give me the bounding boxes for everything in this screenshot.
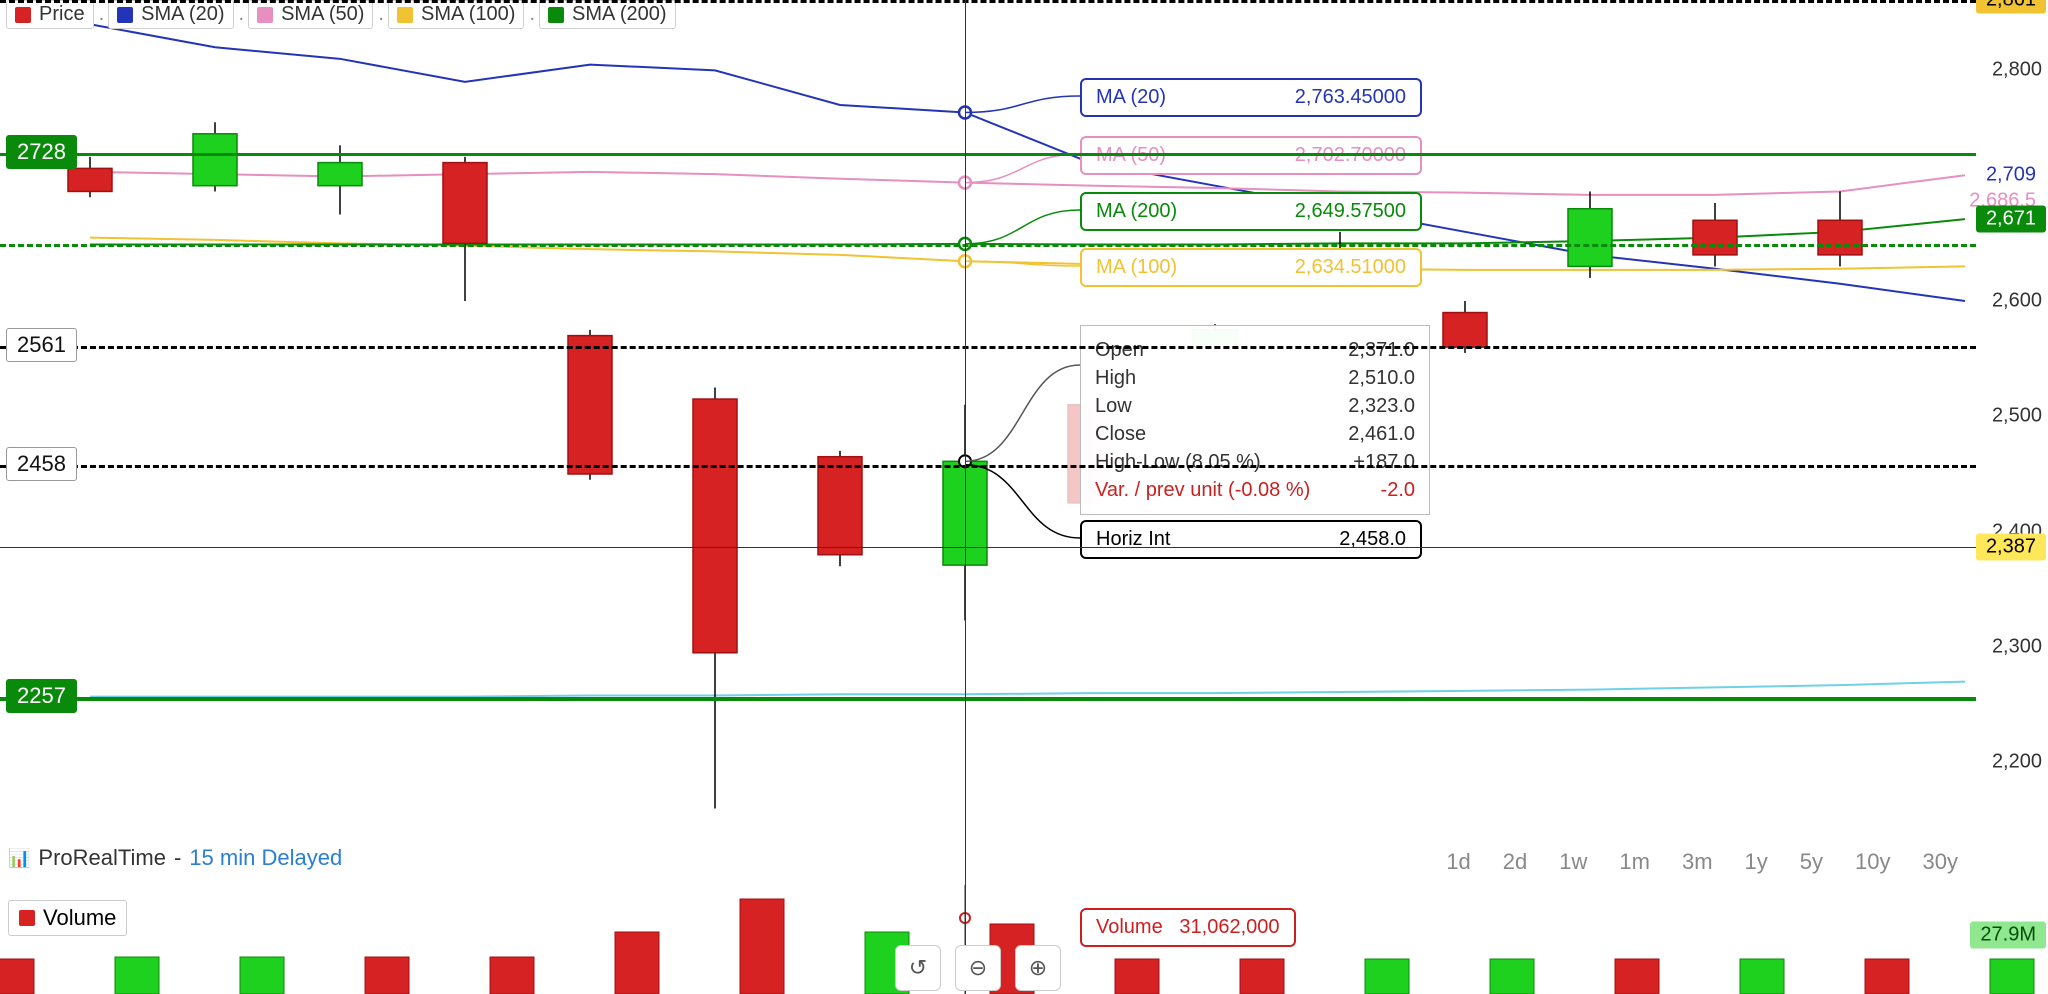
timeframe-1y[interactable]: 1y: [1735, 845, 1778, 879]
delay-status: 15 min Delayed: [189, 845, 342, 871]
undo-button[interactable]: ↺: [895, 945, 941, 991]
horizontal-line[interactable]: [0, 697, 1976, 701]
y-axis-badge: 2,861: [1976, 0, 2046, 14]
legend-swatch-icon: [117, 7, 133, 23]
volume-legend: Volume: [8, 900, 127, 936]
horizontal-line[interactable]: [0, 346, 1976, 349]
y-tick: 2,500: [1992, 405, 2042, 428]
timeframe-2d[interactable]: 2d: [1493, 845, 1537, 879]
ma-callout: MA (200)2,649.57500: [1080, 192, 1422, 231]
zoom-out-button[interactable]: ⊖: [955, 945, 1001, 991]
ma-callout: MA (20)2,763.45000: [1080, 78, 1422, 117]
brand-label: ProRealTime: [38, 845, 166, 871]
timeframe-5y[interactable]: 5y: [1790, 845, 1833, 879]
volume-swatch-icon: [19, 910, 35, 926]
line-price-label[interactable]: 2728: [6, 135, 77, 169]
horizontal-line[interactable]: [0, 0, 1976, 3]
legend-swatch-icon: [548, 7, 564, 23]
legend-item[interactable]: SMA (50): [248, 0, 373, 29]
horizontal-line[interactable]: [0, 465, 1976, 468]
y-tick: 2,600: [1992, 290, 2042, 313]
y-axis-badge: 2,671: [1976, 206, 2046, 233]
y-tick: 2,200: [1992, 751, 2042, 774]
y-tick: 2,300: [1992, 636, 2042, 659]
legend-swatch-icon: [257, 7, 273, 23]
chart-root: Price . SMA (20) . SMA (50) . SMA (100) …: [0, 0, 2048, 994]
chart-tools: ↺ ⊖ ⊕: [895, 945, 1061, 991]
timeframe-10y[interactable]: 10y: [1845, 845, 1900, 879]
legend-swatch-icon: [397, 7, 413, 23]
legend-item[interactable]: SMA (20): [108, 0, 233, 29]
crosshair-horizontal: [0, 547, 1976, 548]
volume-legend-label: Volume: [43, 905, 116, 931]
horizontal-line[interactable]: [0, 244, 1976, 247]
zoom-in-button[interactable]: ⊕: [1015, 945, 1061, 991]
legend-item[interactable]: SMA (200): [539, 0, 675, 29]
timeframe-row: 1d 2d 1w 1m 3m 1y 5y 10y 30y: [1436, 845, 1968, 879]
legend-swatch-icon: [15, 7, 31, 23]
timeframe-1w[interactable]: 1w: [1549, 845, 1597, 879]
timeframe-1d[interactable]: 1d: [1436, 845, 1480, 879]
y-axis-badge: 2,709: [1976, 162, 2046, 189]
ohlc-tooltip: Open2,371.0High2,510.0Low2,323.0Close2,4…: [1080, 325, 1430, 515]
horiz-int-callout: Horiz Int2,458.0: [1080, 520, 1422, 559]
line-price-label[interactable]: 2257: [6, 679, 77, 713]
timeframe-30y[interactable]: 30y: [1913, 845, 1968, 879]
legend-item[interactable]: Price: [6, 0, 94, 29]
ma-callout: MA (100)2,634.51000: [1080, 248, 1422, 287]
y-tick: 2,800: [1992, 59, 2042, 82]
legend: Price . SMA (20) . SMA (50) . SMA (100) …: [6, 0, 677, 29]
legend-item[interactable]: SMA (100): [388, 0, 524, 29]
line-price-label[interactable]: 2458: [6, 447, 77, 481]
horizontal-line[interactable]: [0, 153, 1976, 156]
volume-callout: Volume 31,062,000: [1080, 908, 1296, 947]
line-price-label[interactable]: 2561: [6, 328, 77, 362]
footer: 📊 ProRealTime - 15 min Delayed: [8, 845, 342, 871]
timeframe-3m[interactable]: 3m: [1672, 845, 1723, 879]
candlestick-icon: 📊: [8, 848, 30, 869]
crosshair-vertical: [965, 0, 966, 994]
y-axis-badge: 2,387: [1976, 533, 2046, 560]
volume-axis-badge: 27.9M: [1970, 922, 2046, 949]
timeframe-1m[interactable]: 1m: [1609, 845, 1660, 879]
